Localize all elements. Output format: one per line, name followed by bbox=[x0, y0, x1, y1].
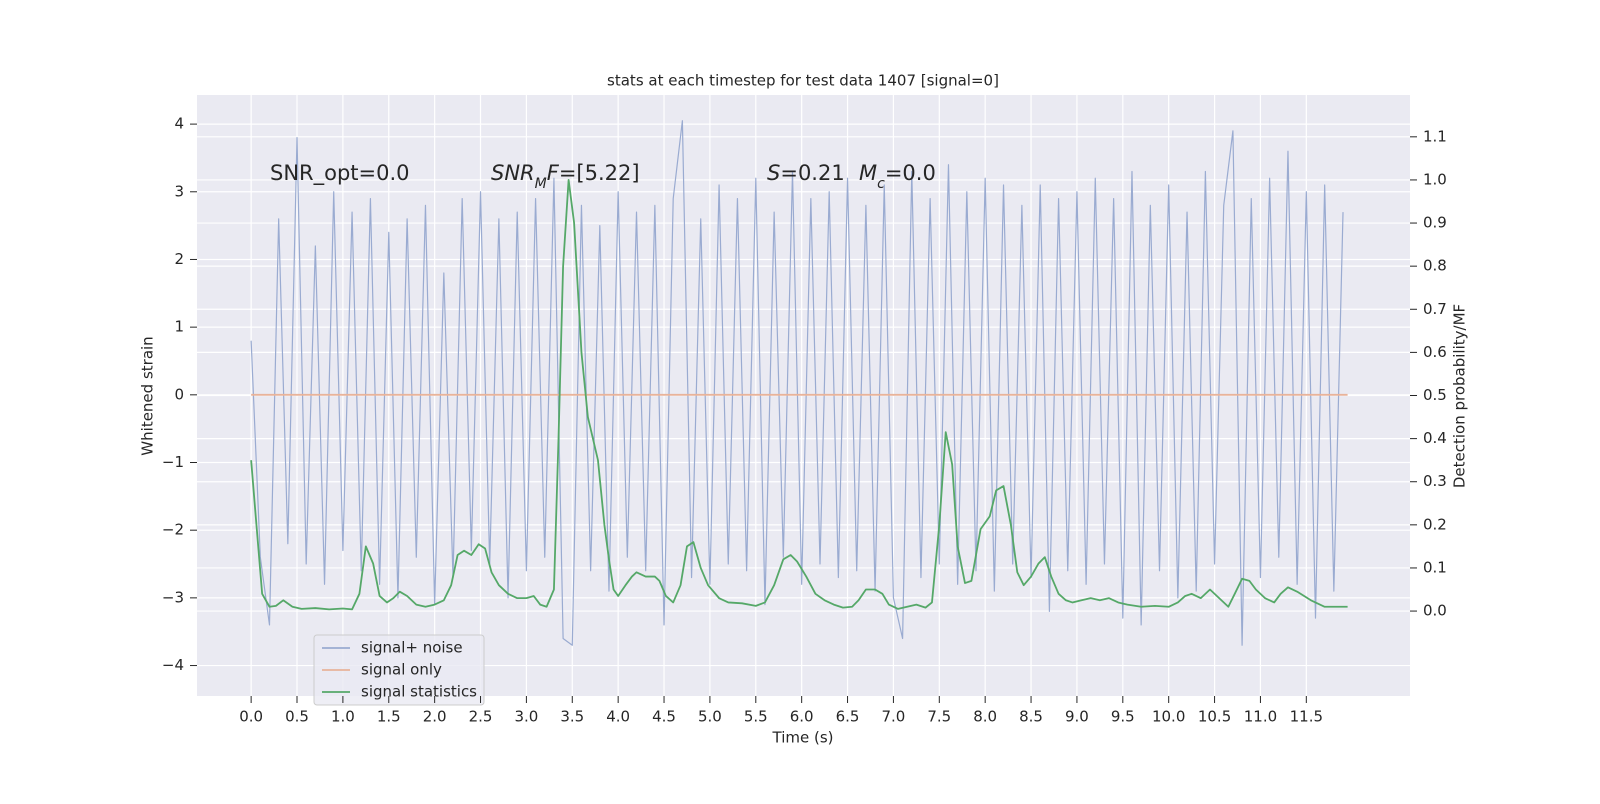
y2-tick-label: 0.1 bbox=[1423, 558, 1447, 576]
y2-tick-label: 0.4 bbox=[1423, 429, 1447, 447]
annotation-part: c bbox=[877, 176, 885, 192]
annotation-part: M bbox=[859, 161, 877, 185]
annotation-part: S bbox=[767, 161, 780, 185]
x-tick-label: 9.5 bbox=[1111, 708, 1135, 726]
annotation-part: =0.21 bbox=[780, 161, 844, 185]
x-tick-label: 4.0 bbox=[606, 708, 630, 726]
marks bbox=[250, 120, 1348, 646]
legend-box bbox=[313, 634, 485, 706]
annotation: SNRMF=[5.22] bbox=[491, 161, 640, 192]
legend: signal+ noise signal only signal statistic… bbox=[313, 634, 485, 706]
annotation-part: SNR bbox=[491, 161, 535, 185]
y2-tick-label: 0.5 bbox=[1423, 386, 1447, 404]
legend-label: signal only bbox=[361, 661, 442, 679]
x-tick-label: 2.0 bbox=[423, 708, 447, 726]
x-tick-label: 4.5 bbox=[652, 708, 676, 726]
annotation: SNR_opt=0.0 bbox=[270, 161, 410, 186]
x-tick-label: 10.5 bbox=[1198, 708, 1231, 726]
x-tick-label: 5.5 bbox=[744, 708, 768, 726]
y2-tick-label: 0.2 bbox=[1423, 515, 1447, 533]
y-tick-label: −1 bbox=[162, 453, 184, 471]
y2-tick-label: 0.9 bbox=[1423, 214, 1447, 232]
x-tick-label: 2.5 bbox=[469, 708, 493, 726]
y2-axis-label: Detection probability/MF bbox=[1451, 304, 1469, 488]
x-tick-label: 0.0 bbox=[239, 708, 263, 726]
x-tick-label: 3.5 bbox=[560, 708, 584, 726]
y-tick-label: −3 bbox=[162, 588, 184, 606]
x-tick-label: 1.0 bbox=[331, 708, 355, 726]
x-tick-label: 0.5 bbox=[285, 708, 309, 726]
x-tick-label: 9.0 bbox=[1065, 708, 1089, 726]
annotation: Mc=0.0 bbox=[859, 161, 936, 192]
x-tick-label: 8.5 bbox=[1019, 708, 1043, 726]
x-tick-label: 6.0 bbox=[790, 708, 814, 726]
y-tick-label: 0 bbox=[174, 385, 184, 403]
x-tick-label: 7.5 bbox=[927, 708, 951, 726]
x-tick-label: 1.5 bbox=[377, 708, 401, 726]
y-tick-label: −2 bbox=[162, 521, 184, 539]
y-tick-label: 2 bbox=[174, 250, 184, 268]
series-line bbox=[250, 179, 1348, 611]
annotation: S=0.21 bbox=[767, 161, 845, 185]
x-tick-label: 6.5 bbox=[836, 708, 860, 726]
y2-tick-label: 1.1 bbox=[1423, 127, 1447, 145]
x-tick-label: 5.0 bbox=[698, 708, 722, 726]
annotation-part: F bbox=[547, 161, 560, 185]
x-tick-label: 11.0 bbox=[1244, 708, 1277, 726]
y-tick-label: 1 bbox=[174, 318, 184, 336]
x-tick-label: 11.5 bbox=[1290, 708, 1323, 726]
y-tick-label: −4 bbox=[162, 656, 184, 674]
x-tick-label: 3.0 bbox=[514, 708, 538, 726]
annotation-part: =[5.22] bbox=[559, 161, 640, 185]
annotation-part: =0.0 bbox=[885, 161, 936, 185]
y2-tick-label: 0.7 bbox=[1423, 300, 1447, 318]
y2-tick-label: 0.0 bbox=[1423, 602, 1447, 620]
series-line bbox=[250, 120, 1344, 646]
y2-tick-label: 1.0 bbox=[1423, 170, 1447, 188]
y2-tick-label: 0.8 bbox=[1423, 257, 1447, 275]
x-tick-label: 8.0 bbox=[973, 708, 997, 726]
y-tick-label: 4 bbox=[174, 115, 184, 133]
x-tick-label: 10.0 bbox=[1152, 708, 1185, 726]
legend-label: signal+ noise bbox=[361, 639, 463, 657]
x-axis-label: Time (s) bbox=[772, 729, 834, 747]
x-tick-label: 7.0 bbox=[881, 708, 905, 726]
y2-tick-label: 0.6 bbox=[1423, 343, 1447, 361]
y2-tick-label: 0.3 bbox=[1423, 472, 1447, 490]
annotation-part: M bbox=[535, 176, 547, 192]
chart-title: stats at each timestep for test data 140… bbox=[607, 72, 999, 90]
y-axis-label: Whitened strain bbox=[139, 336, 157, 455]
legend-label: signal statistics bbox=[361, 683, 477, 701]
y-tick-label: 3 bbox=[174, 182, 184, 200]
annotation-part: SNR_opt=0.0 bbox=[270, 161, 410, 186]
